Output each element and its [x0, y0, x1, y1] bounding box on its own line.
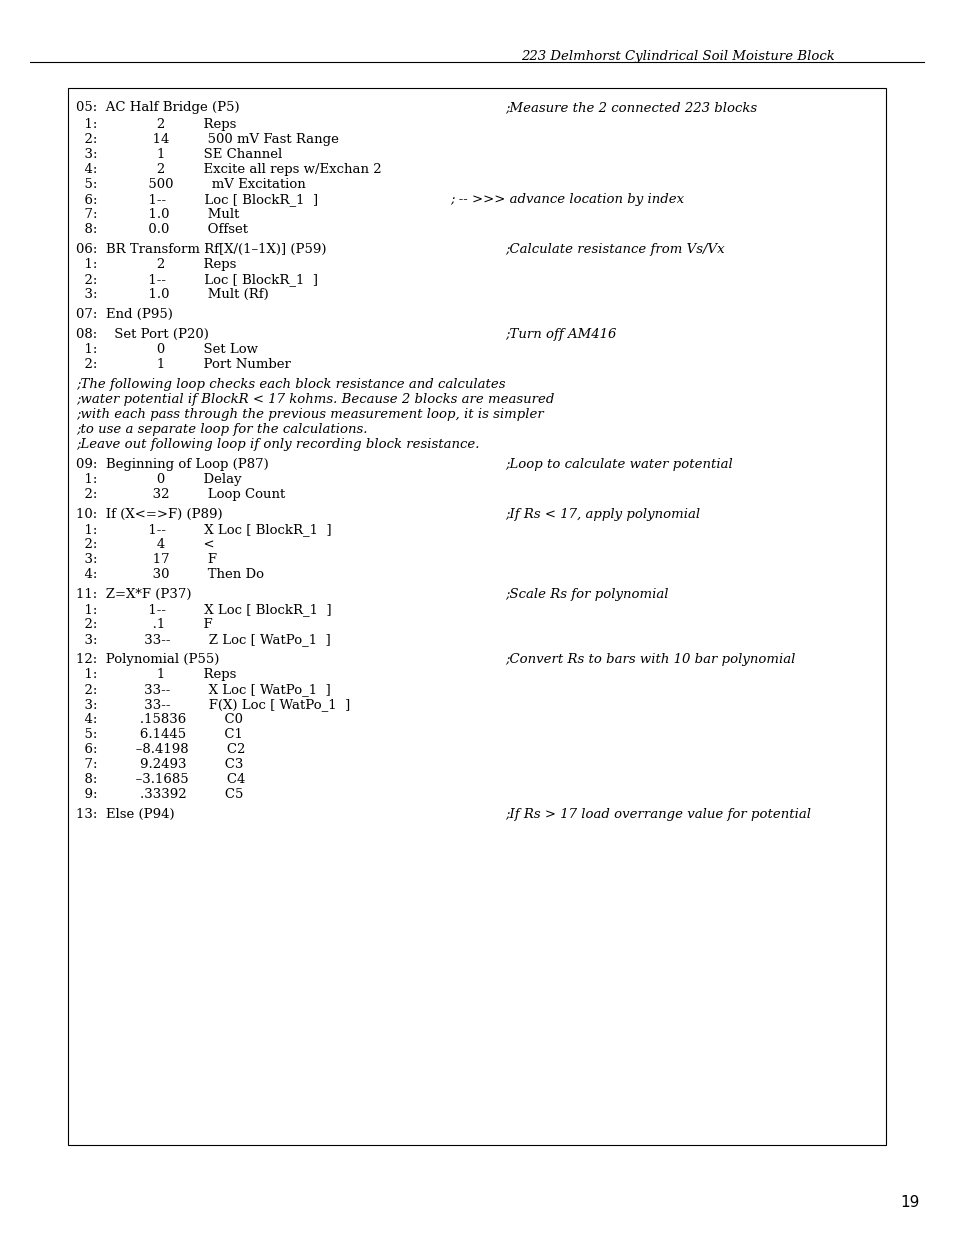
Text: 1:              0         Set Low: 1: 0 Set Low: [76, 343, 257, 356]
Text: 1:            1--         X Loc [ BlockR_1  ]: 1: 1-- X Loc [ BlockR_1 ]: [76, 522, 332, 536]
Text: 2:             32         Loop Count: 2: 32 Loop Count: [76, 488, 285, 501]
Text: 06:  BR Transform Rf[X/(1–1X)] (P59): 06: BR Transform Rf[X/(1–1X)] (P59): [76, 243, 326, 256]
Text: 1:              2         Reps: 1: 2 Reps: [76, 258, 236, 270]
Text: 1:              0         Delay: 1: 0 Delay: [76, 473, 241, 487]
Text: 4:          .15836         C0: 4: .15836 C0: [76, 713, 243, 726]
Text: 09:  Beginning of Loop (P87): 09: Beginning of Loop (P87): [76, 458, 269, 471]
Text: 4:             30         Then Do: 4: 30 Then Do: [76, 568, 264, 580]
Text: 2:           33--         X Loc [ WatPo_1  ]: 2: 33-- X Loc [ WatPo_1 ]: [76, 683, 331, 697]
Text: 07:  End (P95): 07: End (P95): [76, 308, 172, 321]
Text: 7:            1.0         Mult: 7: 1.0 Mult: [76, 207, 239, 221]
Text: ;Calculate resistance from Vs/Vx: ;Calculate resistance from Vs/Vx: [504, 243, 724, 256]
Text: 3:             17         F: 3: 17 F: [76, 553, 216, 566]
Text: 8:         –3.1685         C4: 8: –3.1685 C4: [76, 773, 245, 785]
Text: 3:           33--         Z Loc [ WatPo_1  ]: 3: 33-- Z Loc [ WatPo_1 ]: [76, 634, 331, 646]
Text: 4:              2         Excite all reps w/Exchan 2: 4: 2 Excite all reps w/Exchan 2: [76, 163, 381, 177]
Text: 5:            500         mV Excitation: 5: 500 mV Excitation: [76, 178, 305, 191]
Text: 7:          9.2493         C3: 7: 9.2493 C3: [76, 758, 243, 771]
Bar: [68, 88, 885, 1145]
Text: ;If Rs < 17, apply polynomial: ;If Rs < 17, apply polynomial: [504, 508, 700, 521]
Text: 2:             .1         F: 2: .1 F: [76, 618, 213, 631]
Text: 12:  Polynomial (P55): 12: Polynomial (P55): [76, 653, 219, 666]
Text: 2:             14         500 mV Fast Range: 2: 14 500 mV Fast Range: [76, 133, 338, 146]
Text: 5:          6.1445         C1: 5: 6.1445 C1: [76, 727, 243, 741]
Text: 2:            1--         Loc [ BlockR_1  ]: 2: 1-- Loc [ BlockR_1 ]: [76, 273, 317, 287]
Text: ;The following loop checks each block resistance and calculates: ;The following loop checks each block re…: [76, 378, 505, 391]
Text: 223 Delmhorst Cylindrical Soil Moisture Block: 223 Delmhorst Cylindrical Soil Moisture …: [520, 49, 834, 63]
Text: ;If Rs > 17 load overrange value for potential: ;If Rs > 17 load overrange value for pot…: [504, 808, 810, 821]
Text: 10:  If (X<=>F) (P89): 10: If (X<=>F) (P89): [76, 508, 222, 521]
Text: ;Loop to calculate water potential: ;Loop to calculate water potential: [504, 458, 732, 471]
Text: 6:         –8.4198         C2: 6: –8.4198 C2: [76, 743, 245, 756]
Text: 13:  Else (P94): 13: Else (P94): [76, 808, 174, 821]
Text: 8:            0.0         Offset: 8: 0.0 Offset: [76, 224, 248, 236]
Text: 3:              1         SE Channel: 3: 1 SE Channel: [76, 148, 282, 161]
Text: 9:          .33392         C5: 9: .33392 C5: [76, 788, 243, 802]
Text: ;Scale Rs for polynomial: ;Scale Rs for polynomial: [504, 588, 668, 601]
Text: ;Leave out following loop if only recording block resistance.: ;Leave out following loop if only record…: [76, 438, 479, 451]
Text: 1:              2         Reps: 1: 2 Reps: [76, 119, 236, 131]
Text: 3:           33--         F(X) Loc [ WatPo_1  ]: 3: 33-- F(X) Loc [ WatPo_1 ]: [76, 698, 350, 711]
Text: 2:              1         Port Number: 2: 1 Port Number: [76, 358, 291, 370]
Text: ;with each pass through the previous measurement loop, it is simpler: ;with each pass through the previous mea…: [76, 408, 543, 421]
Text: 1:              1         Reps: 1: 1 Reps: [76, 668, 236, 680]
Text: 6:            1--         Loc [ BlockR_1  ]: 6: 1-- Loc [ BlockR_1 ]: [76, 193, 317, 206]
Text: 1:            1--         X Loc [ BlockR_1  ]: 1: 1-- X Loc [ BlockR_1 ]: [76, 603, 332, 616]
Text: ;Turn off AM416: ;Turn off AM416: [504, 329, 616, 341]
Text: ;water potential if BlockR < 17 kohms. Because 2 blocks are measured: ;water potential if BlockR < 17 kohms. B…: [76, 393, 554, 406]
Text: 19: 19: [900, 1195, 919, 1210]
Text: ;Convert Rs to bars with 10 bar polynomial: ;Convert Rs to bars with 10 bar polynomi…: [504, 653, 795, 666]
Text: 08:    Set Port (P20): 08: Set Port (P20): [76, 329, 209, 341]
Text: ;Measure the 2 connected 223 blocks: ;Measure the 2 connected 223 blocks: [504, 101, 757, 114]
Text: 3:            1.0         Mult (Rf): 3: 1.0 Mult (Rf): [76, 288, 269, 301]
Text: 2:              4         <: 2: 4 <: [76, 538, 214, 551]
Text: ;to use a separate loop for the calculations.: ;to use a separate loop for the calculat…: [76, 424, 367, 436]
Text: ; -- >>> advance location by index: ; -- >>> advance location by index: [450, 193, 683, 206]
Text: 11:  Z=X*F (P37): 11: Z=X*F (P37): [76, 588, 192, 601]
Text: 05:  AC Half Bridge (P5): 05: AC Half Bridge (P5): [76, 101, 239, 114]
